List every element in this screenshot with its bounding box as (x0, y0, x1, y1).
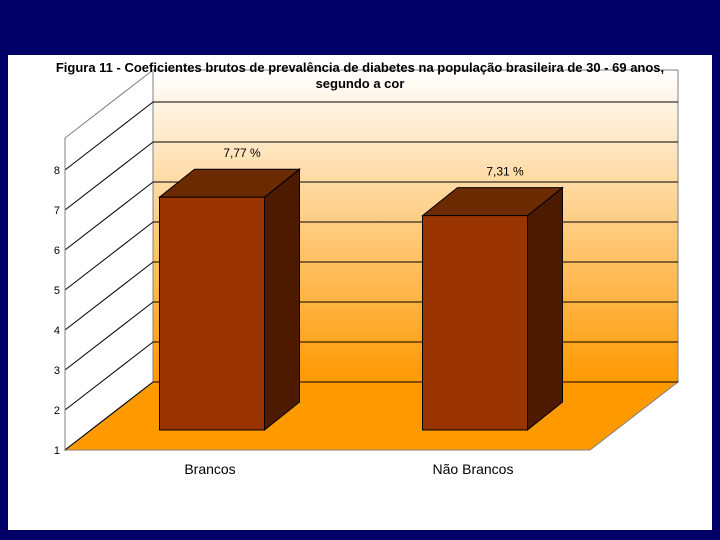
gridline (64, 141, 678, 211)
y-tick-label: 2 (54, 405, 60, 417)
y-tick-label: 6 (54, 245, 60, 257)
y-tick-label: 1 (54, 445, 60, 457)
bar-front (422, 215, 528, 431)
bar-2 (421, 186, 564, 432)
bar-1 (158, 168, 301, 432)
y-tick-label: 5 (54, 285, 60, 297)
bar-side (527, 186, 563, 432)
data-label: 7,31 % (486, 165, 524, 179)
y-tick-label: 7 (54, 205, 60, 217)
y-tick-label: 4 (54, 325, 60, 337)
chart-title: Figura 11 - Coeficientes brutos de preva… (55, 60, 665, 91)
category-label: Não Brancos (433, 461, 514, 477)
gridline (64, 181, 678, 251)
y-tick-label: 8 (54, 165, 60, 177)
data-label: 7,77 % (223, 146, 261, 160)
floor (63, 381, 680, 451)
bar-front (159, 196, 265, 431)
bar-side (264, 168, 300, 432)
y-tick-label: 3 (54, 365, 60, 377)
gridline (64, 101, 678, 171)
category-label: Brancos (184, 461, 235, 477)
